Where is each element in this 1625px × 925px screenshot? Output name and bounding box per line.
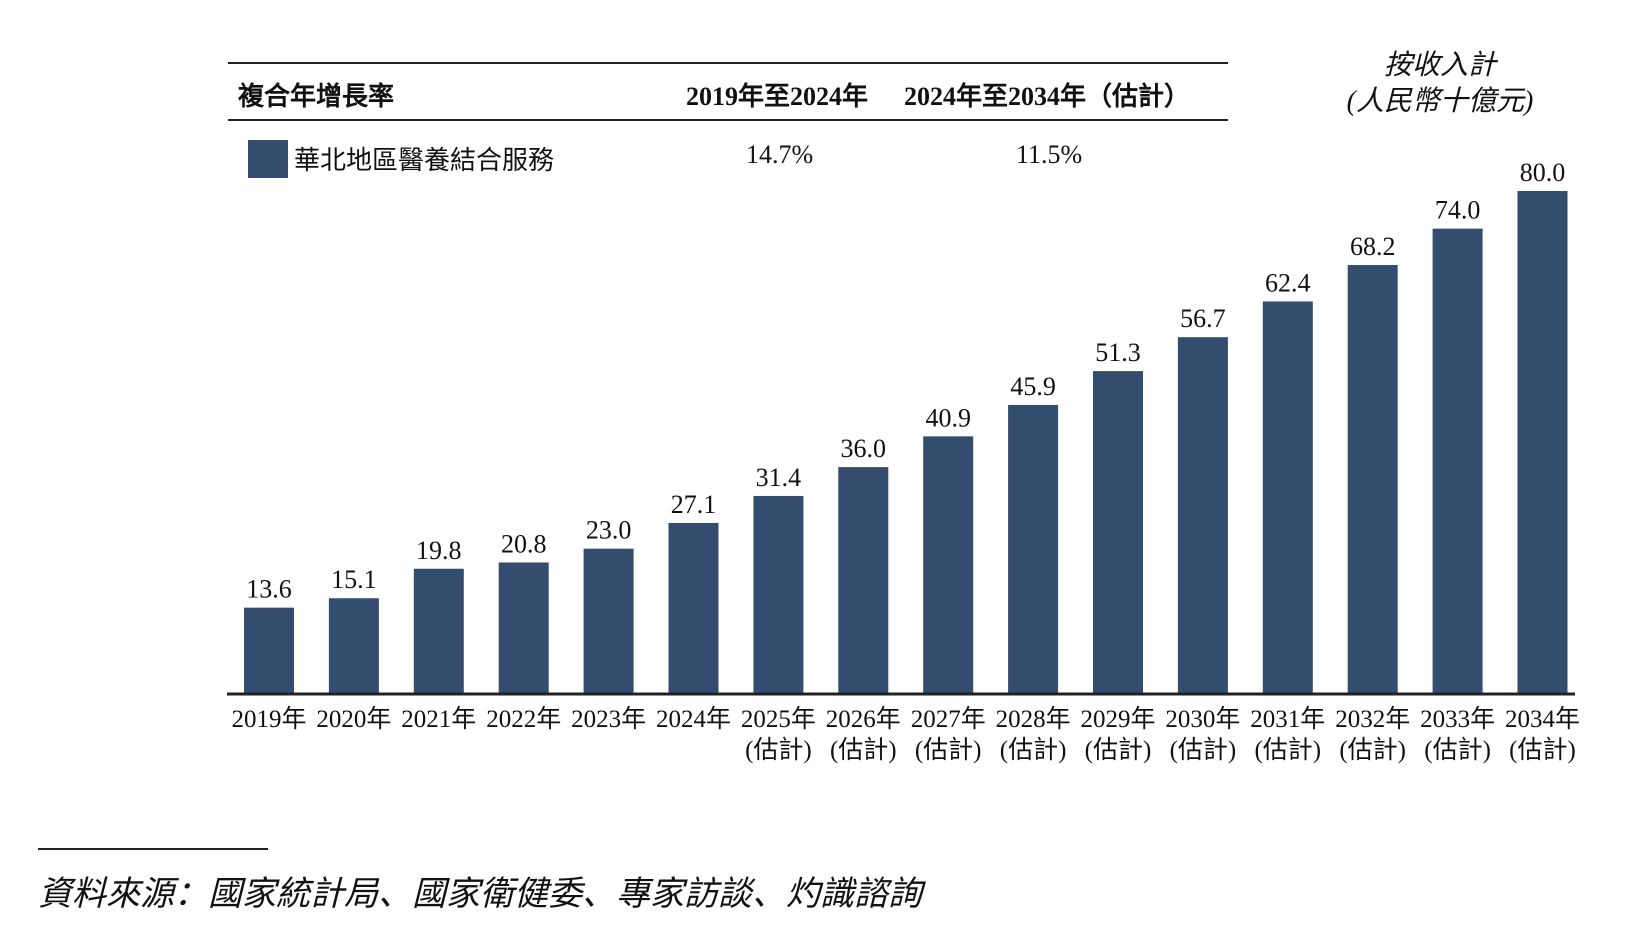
x-tick-label-15: 2034年 — [1505, 705, 1580, 733]
data-label-10: 51.3 — [1095, 338, 1141, 367]
x-tick-label-9: 2028年 — [996, 705, 1071, 733]
cagr-col2-header: 2024年至2034年（估計） — [904, 82, 1191, 111]
bar-6 — [753, 495, 804, 693]
x-tick-sublabel-7: (估計) — [830, 736, 897, 764]
unit-line-2: (人民幣十億元) — [1346, 86, 1534, 117]
bar-9 — [1008, 404, 1059, 693]
x-tick-sublabel-14: (估計) — [1424, 736, 1491, 764]
unit-line-1: 按收入計 — [1383, 50, 1496, 81]
source-rule — [38, 848, 268, 850]
x-tick-sublabel-9: (估計) — [1000, 736, 1067, 764]
source-note: 資料來源：國家統計局、國家衛健委、專家訪談、灼識諮詢 — [38, 876, 922, 913]
data-label-9: 45.9 — [1010, 372, 1056, 401]
x-tick-label-11: 2030年 — [1165, 705, 1240, 733]
data-label-0: 13.6 — [246, 575, 292, 604]
bar-1 — [328, 598, 379, 693]
cagr-col1-value: 14.7% — [746, 140, 814, 169]
x-tick-sublabel-13: (估計) — [1339, 736, 1406, 764]
x-tick-sublabel-15: (估計) — [1509, 736, 1576, 764]
data-label-1: 15.1 — [331, 565, 377, 594]
x-tick-sublabel-8: (估計) — [915, 736, 982, 764]
data-label-15: 80.0 — [1520, 158, 1566, 187]
bar-13 — [1347, 265, 1398, 693]
x-tick-sublabel-12: (估計) — [1254, 736, 1321, 764]
data-label-11: 56.7 — [1180, 304, 1226, 333]
data-label-4: 23.0 — [586, 516, 632, 545]
legend-series-label: 華北地區醫養結合服務 — [294, 146, 555, 175]
x-tick-label-10: 2029年 — [1080, 705, 1155, 733]
x-tick-label-14: 2033年 — [1420, 705, 1495, 733]
x-tick-label-12: 2031年 — [1250, 705, 1325, 733]
bar-8 — [923, 436, 974, 693]
unit-label: 按收入計 (人民幣十億元) — [1320, 48, 1560, 120]
data-label-12: 62.4 — [1265, 268, 1311, 297]
bar-11 — [1177, 337, 1228, 693]
x-tick-label-0: 2019年 — [231, 705, 306, 733]
data-label-7: 36.0 — [841, 434, 887, 463]
data-label-13: 68.2 — [1350, 232, 1396, 261]
bar-15 — [1517, 191, 1568, 693]
bar-5 — [668, 522, 719, 693]
x-tick-label-7: 2026年 — [826, 705, 901, 733]
bar-12 — [1262, 301, 1313, 693]
data-label-2: 19.8 — [416, 536, 462, 565]
x-tick-label-8: 2027年 — [911, 705, 986, 733]
bar-10 — [1093, 371, 1143, 693]
table-top-rule — [228, 62, 1228, 64]
data-label-3: 20.8 — [501, 529, 547, 558]
data-label-8: 40.9 — [925, 403, 971, 432]
table-header-rule — [228, 119, 1228, 121]
x-tick-label-4: 2023年 — [571, 705, 646, 733]
cagr-col1-header: 2019年至2024年 — [686, 82, 869, 111]
x-tick-sublabel-11: (估計) — [1170, 736, 1237, 764]
data-label-14: 74.0 — [1435, 196, 1481, 225]
bar-2 — [413, 568, 464, 693]
data-label-5: 27.1 — [671, 490, 717, 519]
x-tick-label-3: 2022年 — [486, 705, 561, 733]
bar-4 — [583, 548, 634, 693]
cagr-col2-value: 11.5% — [1016, 140, 1083, 169]
bar-14 — [1432, 228, 1483, 693]
x-tick-sublabel-10: (估計) — [1085, 736, 1152, 764]
x-tick-sublabel-6: (估計) — [745, 736, 812, 764]
x-tick-label-13: 2032年 — [1335, 705, 1410, 733]
x-tick-label-1: 2020年 — [316, 705, 391, 733]
x-tick-label-5: 2024年 — [656, 705, 731, 733]
x-tick-label-2: 2021年 — [401, 705, 476, 733]
data-label-6: 31.4 — [756, 463, 802, 492]
bar-0 — [244, 607, 294, 693]
x-tick-label-6: 2025年 — [741, 705, 816, 733]
bar-7 — [838, 467, 889, 693]
legend-swatch — [248, 140, 288, 178]
bar-3 — [498, 562, 549, 693]
cagr-header-label: 複合年增長率 — [238, 82, 395, 111]
